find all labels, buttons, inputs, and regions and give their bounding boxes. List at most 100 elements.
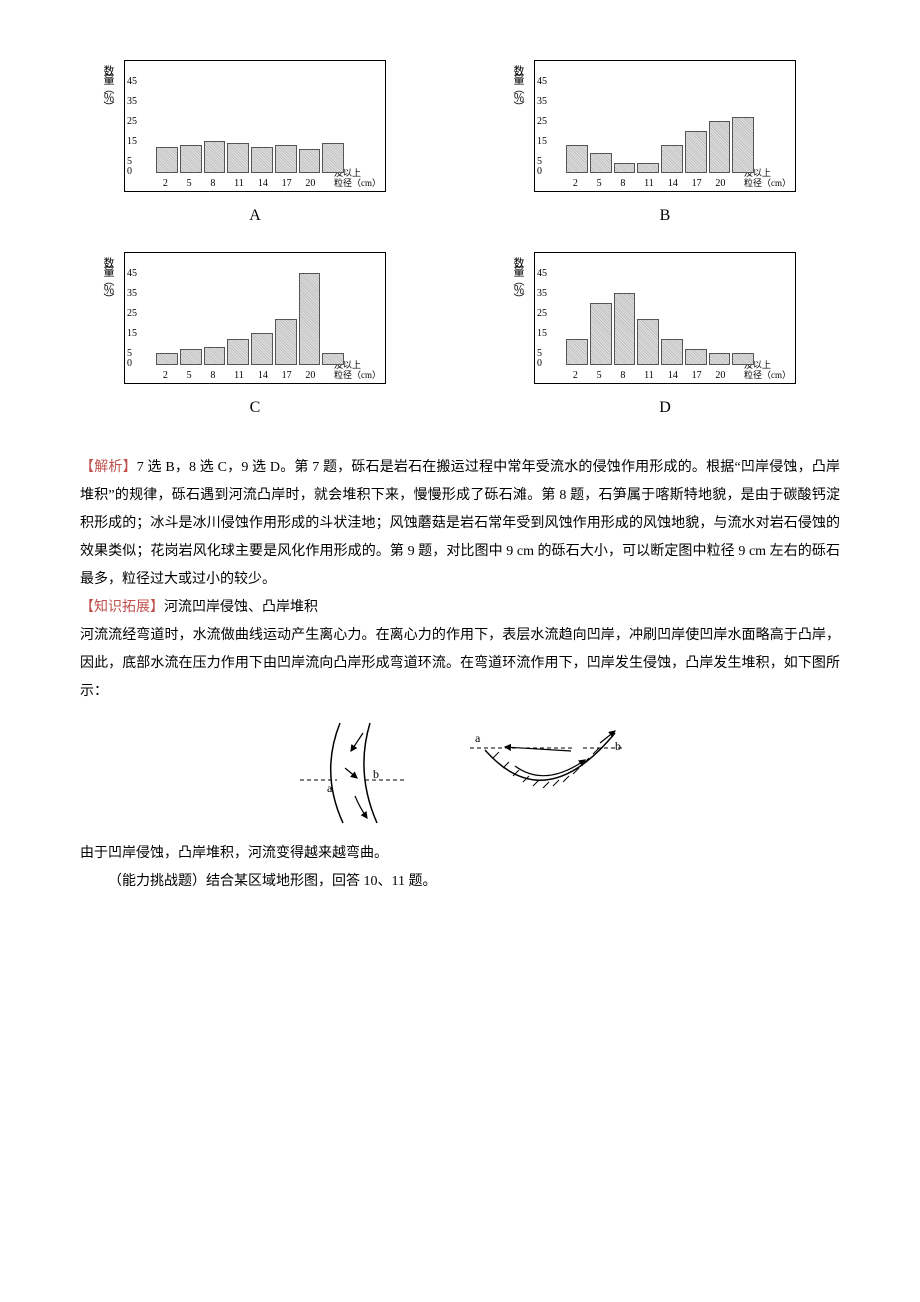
- bar: [709, 121, 731, 173]
- label-b2: b: [615, 739, 621, 753]
- bar: [251, 333, 273, 365]
- bar: [227, 339, 249, 365]
- chart-box: 数量（％）453525155025811141720及以上粒径（cm）: [534, 60, 796, 192]
- y-tick: 45: [537, 77, 547, 87]
- challenge-text: （能力挑战题）结合某区域地形图，回答 10、11 题。: [80, 868, 840, 896]
- bar: [204, 347, 226, 365]
- x-tick: 14: [258, 179, 268, 189]
- y-tick: 45: [127, 269, 137, 279]
- y-axis-label: 数量（％）: [507, 65, 529, 110]
- chart-letter: A: [249, 200, 261, 232]
- bar: [685, 349, 707, 365]
- bars-wrap: [565, 265, 755, 365]
- bar: [180, 349, 202, 365]
- x-tick: 17: [692, 179, 702, 189]
- x-tick: 17: [282, 371, 292, 381]
- x-tick: 5: [597, 371, 602, 381]
- bars-wrap: [155, 73, 345, 173]
- river-diagram-row: a b a b: [80, 718, 840, 828]
- bars-wrap: [155, 265, 345, 365]
- chart-letter: D: [659, 392, 671, 424]
- x-tick: 2: [163, 371, 168, 381]
- x-tick: 20: [305, 371, 315, 381]
- chart-box: 数量（％）453525155025811141720及以上粒径（cm）: [534, 252, 796, 384]
- bar: [251, 147, 273, 173]
- y-tick: 0: [537, 167, 542, 177]
- analysis-label: 【解析】: [80, 460, 137, 475]
- bar: [275, 319, 297, 365]
- bar: [322, 353, 344, 365]
- x-tick: 8: [620, 371, 625, 381]
- chart-C: 数量（％）453525155025811141720及以上粒径（cm）C: [124, 252, 386, 424]
- y-tick: 35: [127, 97, 137, 107]
- label-a2: a: [475, 731, 481, 745]
- x-tick: 17: [282, 179, 292, 189]
- y-tick: 15: [127, 137, 137, 147]
- x-tick: 14: [668, 371, 678, 381]
- bar: [614, 293, 636, 365]
- bar: [299, 273, 321, 365]
- bar: [637, 319, 659, 365]
- bar: [275, 145, 297, 173]
- x-tick: 2: [163, 179, 168, 189]
- bar: [322, 143, 344, 173]
- y-axis-label: 数量（％）: [97, 65, 119, 110]
- label-a: a: [327, 781, 333, 795]
- x-tick: 8: [210, 371, 215, 381]
- x-tick: 11: [644, 371, 654, 381]
- x-tick: 5: [187, 179, 192, 189]
- bar: [566, 339, 588, 365]
- bar: [709, 353, 731, 365]
- chart-letter: B: [660, 200, 671, 232]
- x-tick: 8: [620, 179, 625, 189]
- knowledge-heading: 【知识拓展】河流凹岸侵蚀、凸岸堆积: [80, 594, 840, 622]
- x-tick: 20: [305, 179, 315, 189]
- analysis-paragraph: 【解析】7 选 B，8 选 C，9 选 D。第 7 题，砾石是岩石在搬运过程中常…: [80, 454, 840, 594]
- bar: [566, 145, 588, 173]
- x-tick: 5: [187, 371, 192, 381]
- bars-wrap: [565, 73, 755, 173]
- chart-letter: C: [250, 392, 261, 424]
- bar: [590, 303, 612, 365]
- y-tick: 45: [127, 77, 137, 87]
- bar: [204, 141, 226, 173]
- chart-box: 数量（％）453525155025811141720及以上粒径（cm）: [124, 60, 386, 192]
- bar: [156, 353, 178, 365]
- bar: [614, 163, 636, 173]
- bar: [661, 339, 683, 365]
- y-tick: 35: [537, 97, 547, 107]
- x-tick: 2: [573, 179, 578, 189]
- bar: [590, 153, 612, 173]
- x-tick: 20: [715, 371, 725, 381]
- bar: [732, 117, 754, 173]
- chart-A: 数量（％）453525155025811141720及以上粒径（cm）A: [124, 60, 386, 232]
- bar: [299, 149, 321, 173]
- x-tick: 8: [210, 179, 215, 189]
- y-tick: 35: [127, 289, 137, 299]
- knowledge-p1: 河流流经弯道时，水流做曲线运动产生离心力。在离心力的作用下，表层水流趋向凹岸，冲…: [80, 622, 840, 706]
- x-tick: 11: [234, 179, 244, 189]
- x-tick: 14: [668, 179, 678, 189]
- x-tick: 17: [692, 371, 702, 381]
- chart-B: 数量（％）453525155025811141720及以上粒径（cm）B: [534, 60, 796, 232]
- y-tick: 35: [537, 289, 547, 299]
- label-b: b: [373, 767, 379, 781]
- x-tick: 11: [644, 179, 654, 189]
- y-tick: 15: [537, 329, 547, 339]
- bar: [637, 163, 659, 173]
- y-tick: 15: [537, 137, 547, 147]
- x-tick: 14: [258, 371, 268, 381]
- y-tick: 0: [537, 359, 542, 369]
- bar: [732, 353, 754, 365]
- y-tick: 0: [127, 359, 132, 369]
- bar: [661, 145, 683, 173]
- chart-grid: 数量（％）453525155025811141720及以上粒径（cm）A数量（％…: [80, 60, 840, 424]
- knowledge-label: 【知识拓展】: [80, 600, 164, 615]
- bar: [180, 145, 202, 173]
- y-tick: 45: [537, 269, 547, 279]
- river-diagram-left: a b: [285, 718, 425, 828]
- post-diagram-text: 由于凹岸侵蚀，凸岸堆积，河流变得越来越弯曲。: [80, 840, 840, 868]
- y-axis-label: 数量（％）: [507, 257, 529, 302]
- chart-box: 数量（％）453525155025811141720及以上粒径（cm）: [124, 252, 386, 384]
- knowledge-title: 河流凹岸侵蚀、凸岸堆积: [164, 600, 318, 615]
